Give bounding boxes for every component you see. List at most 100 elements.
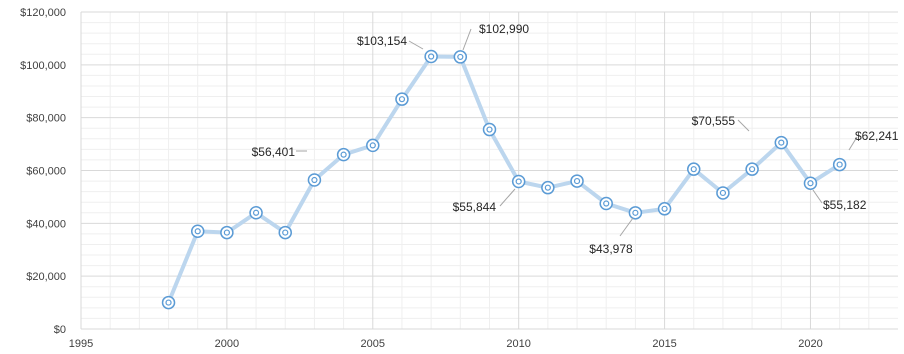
data-label: $43,978 <box>589 217 634 256</box>
data-point-ring <box>716 186 730 200</box>
x-tick-label: 1995 <box>69 338 93 350</box>
x-tick-label: 2005 <box>361 338 385 350</box>
data-point <box>249 206 263 220</box>
data-point-core <box>486 126 493 133</box>
data-label: $62,241 <box>848 129 899 151</box>
data-point <box>161 295 176 310</box>
data-label: $70,555 <box>692 114 750 132</box>
leader-line <box>619 217 634 237</box>
y-tick-label: $20,000 <box>26 271 66 283</box>
data-point <box>716 186 730 200</box>
data-point-ring <box>220 225 234 240</box>
data-label: $56,401 <box>252 145 307 159</box>
data-point <box>307 173 322 187</box>
data-point-core <box>457 53 464 61</box>
leader-line <box>499 188 516 207</box>
y-tick-label: $40,000 <box>26 218 66 230</box>
data-point-ring <box>482 122 497 137</box>
data-point-ring <box>657 202 672 216</box>
data-point <box>424 49 438 64</box>
data-label: $55,844 <box>453 188 516 214</box>
data-point-core <box>719 189 727 197</box>
data-point-ring <box>832 157 847 172</box>
data-point-ring <box>395 92 409 106</box>
data-point <box>190 224 205 239</box>
data-point <box>745 162 759 176</box>
data-point-core <box>515 178 522 185</box>
data-point-core <box>573 177 581 185</box>
data-point <box>628 206 643 220</box>
data-point <box>482 122 497 137</box>
y-tick-label: $80,000 <box>26 113 66 125</box>
data-point-ring <box>687 162 701 176</box>
data-label-text: $56,401 <box>252 145 296 159</box>
data-point <box>687 162 701 176</box>
data-label-text: $103,154 <box>357 34 407 48</box>
leader-line <box>848 136 858 151</box>
data-labels: $56,401 $103,154 $102,990 $55,844 $43,978 $70… <box>252 22 899 256</box>
data-label: $102,990 <box>462 22 529 51</box>
data-point-core <box>690 166 697 173</box>
data-point <box>832 157 847 172</box>
data-point <box>278 225 292 240</box>
data-point-core <box>282 229 289 236</box>
data-label-text: $102,990 <box>479 22 529 36</box>
data-point-ring <box>366 138 380 153</box>
data-point-ring <box>307 173 322 187</box>
data-point <box>220 225 234 240</box>
data-point-ring <box>278 225 292 240</box>
data-label: $55,182 <box>812 189 867 212</box>
data-point-ring <box>453 50 468 64</box>
y-axis-ticks: $0 $20,000 $40,000 $60,000 $80,000 $100,000 $1… <box>20 7 66 336</box>
data-point-ring <box>249 206 263 220</box>
x-axis-ticks: 1995 2000 2005 2010 2015 2020 <box>69 338 823 350</box>
data-point-core <box>369 142 376 149</box>
data-point-core <box>398 96 406 103</box>
data-point-core <box>778 139 785 146</box>
data-label-text: $70,555 <box>692 114 736 128</box>
leader-line <box>812 189 823 204</box>
x-tick-label: 2015 <box>652 338 676 350</box>
y-tick-label: $60,000 <box>26 166 66 178</box>
y-tick-label: $100,000 <box>20 60 66 72</box>
data-point-core <box>194 228 201 235</box>
major-gridlines <box>80 11 898 330</box>
data-point <box>336 147 351 162</box>
data-point <box>599 196 613 211</box>
data-label: $103,154 <box>357 34 424 50</box>
leader-line <box>737 119 750 132</box>
data-point-ring <box>803 176 818 190</box>
data-point <box>803 176 818 190</box>
data-point-core <box>836 161 843 168</box>
data-label-text: $62,241 <box>855 129 899 143</box>
data-point-ring <box>774 135 789 150</box>
data-point-core <box>807 180 814 187</box>
data-label-text: $55,182 <box>823 198 867 212</box>
leader-line <box>408 40 424 50</box>
data-point-core <box>165 299 172 306</box>
data-point-ring <box>424 49 438 64</box>
data-point-core <box>544 184 551 191</box>
data-point-ring <box>336 147 351 162</box>
data-point <box>774 135 789 150</box>
x-tick-label: 2000 <box>215 338 239 350</box>
data-point-core <box>311 176 318 184</box>
data-point-ring <box>511 174 526 189</box>
y-tick-label: $120,000 <box>20 7 66 19</box>
data-point <box>366 138 380 153</box>
data-point-ring <box>599 196 613 211</box>
data-point-core <box>661 205 668 212</box>
data-point-ring <box>628 206 643 220</box>
data-point-ring <box>161 295 176 310</box>
data-point-core <box>428 53 435 60</box>
data-point-core <box>340 151 347 158</box>
data-point-core <box>749 166 756 173</box>
data-point-ring <box>190 224 205 239</box>
data-label-text: $55,844 <box>453 200 497 214</box>
data-point-ring <box>541 180 555 195</box>
data-point-ring <box>745 162 759 176</box>
data-point <box>453 50 468 64</box>
data-markers <box>161 49 847 310</box>
data-point-core <box>252 209 260 216</box>
